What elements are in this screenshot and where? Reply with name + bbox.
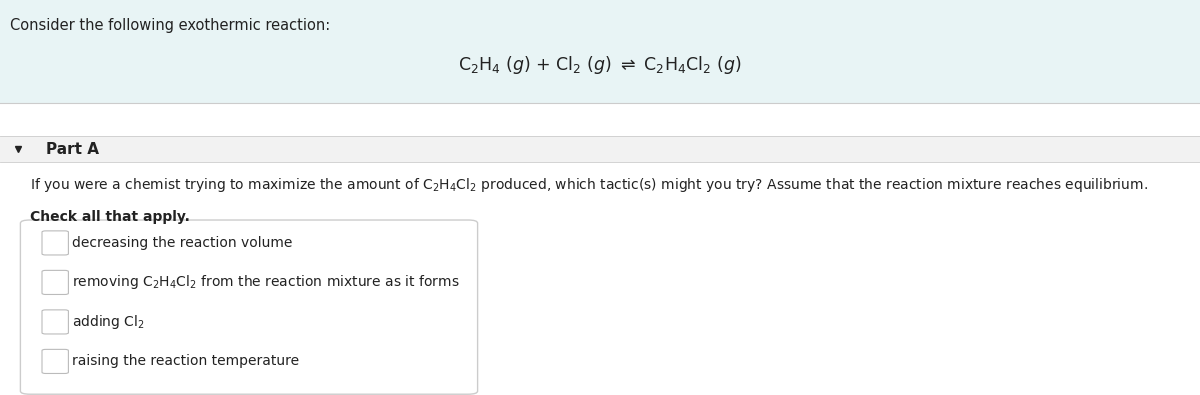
Text: raising the reaction temperature: raising the reaction temperature	[72, 354, 299, 369]
FancyBboxPatch shape	[42, 231, 68, 255]
Text: If you were a chemist trying to maximize the amount of $\mathrm{C_2H_4Cl_2}$ pro: If you were a chemist trying to maximize…	[30, 176, 1148, 194]
Bar	[0, 0, 1200, 103]
FancyBboxPatch shape	[20, 220, 478, 394]
Text: decreasing the reaction volume: decreasing the reaction volume	[72, 236, 293, 250]
Text: Consider the following exothermic reaction:: Consider the following exothermic reacti…	[10, 18, 330, 33]
Text: $\mathrm{C_2H_4}$ $(g)$ + $\mathrm{Cl_2}$ $(g)$ $\rightleftharpoons$ $\mathrm{C_: $\mathrm{C_2H_4}$ $(g)$ + $\mathrm{Cl_2}…	[458, 54, 742, 76]
Text: adding $\mathrm{Cl_2}$: adding $\mathrm{Cl_2}$	[72, 313, 145, 331]
FancyBboxPatch shape	[42, 310, 68, 334]
FancyBboxPatch shape	[42, 349, 68, 374]
Bar	[0, 162, 1200, 395]
Text: Check all that apply.: Check all that apply.	[30, 210, 190, 224]
FancyBboxPatch shape	[42, 271, 68, 295]
Bar	[0, 103, 1200, 136]
Text: removing $\mathrm{C_2H_4Cl_2}$ from the reaction mixture as it forms: removing $\mathrm{C_2H_4Cl_2}$ from the …	[72, 273, 460, 292]
Text: Part A: Part A	[46, 142, 98, 156]
Bar	[0, 136, 1200, 162]
